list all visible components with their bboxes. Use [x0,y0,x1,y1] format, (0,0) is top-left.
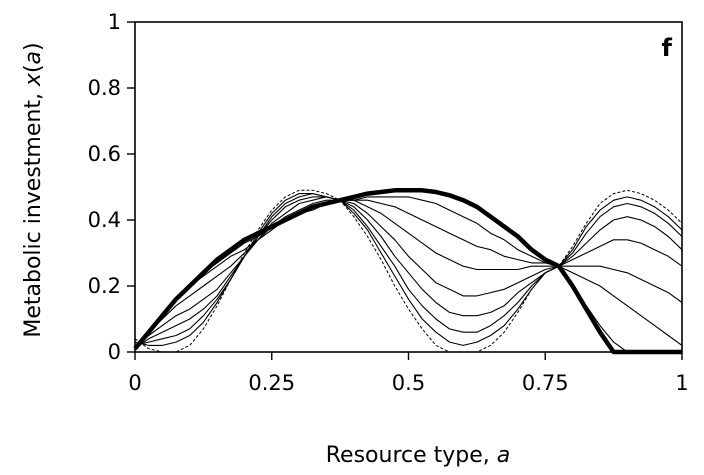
y-tick-label: 1 [108,10,121,34]
series-line-6 [134,199,683,350]
y-tick-label: 0.2 [88,274,121,298]
series-group [133,188,683,355]
y-tick-label: 0.8 [88,76,121,100]
y-axis-title-paren-close: ) [21,42,46,51]
panel-label: f [662,34,673,62]
ticks: 0 0.25 0.5 0.75 1 0 0.2 0.4 0.6 0.8 1 [88,10,689,395]
y-tick-label: 0.6 [88,142,121,166]
series-line-3 [134,193,683,346]
x-tick-label: 0.5 [392,371,425,395]
series-line-9 [133,188,682,355]
x-axis-title-text: Resource type, [326,443,497,468]
y-axis-title-arg: a [21,51,46,64]
y-axis-title: Metabolic investment, x(a) [21,42,46,337]
x-tick-label: 1 [675,371,688,395]
series-line-2 [134,193,683,346]
x-tick-label: 0.25 [248,371,295,395]
y-tick-label: 0.4 [88,208,121,232]
series-line-1 [134,189,683,353]
x-tick-label: 0 [128,371,141,395]
y-axis-title-text: Metabolic investment, [21,86,46,338]
x-axis-title: Resource type, a [326,443,511,468]
series-line-7 [134,199,683,350]
x-tick-label: 0.75 [522,371,569,395]
y-axis-title-paren-open: ( [21,64,46,73]
y-tick-label: 0 [108,340,121,364]
series-line-5 [134,196,683,350]
y-axis-title-var: x [21,72,46,87]
series-line-4 [134,196,683,350]
x-axis-title-var: a [497,443,510,468]
